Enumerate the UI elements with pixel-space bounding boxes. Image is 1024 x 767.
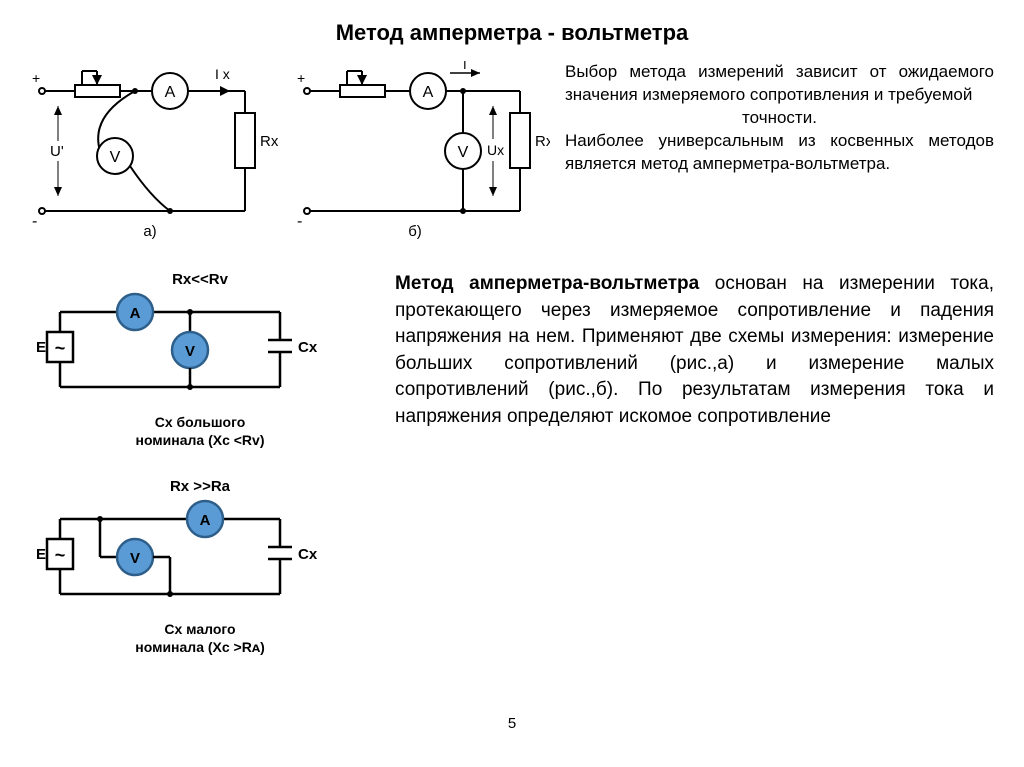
svg-text:а): а) <box>143 223 156 240</box>
schematic-block-2: Rx >>Ra ~ E <box>30 478 370 655</box>
intro-center: точности. <box>565 107 994 130</box>
page-title: Метод амперметра - вольтметра <box>30 20 994 46</box>
svg-text:V: V <box>130 550 140 567</box>
svg-text:Ux: Ux <box>487 142 504 158</box>
block1-caption1: Cx большого <box>30 414 370 430</box>
svg-text:V: V <box>458 144 469 161</box>
svg-text:A: A <box>423 84 434 101</box>
main-text-lead: Метод амперметра-вольтметра <box>395 273 699 294</box>
svg-text:V: V <box>185 343 195 360</box>
main-text-body: основан на измерении тока, протекающего … <box>395 273 994 427</box>
svg-text:U': U' <box>50 143 64 160</box>
svg-text:A: A <box>130 305 141 322</box>
svg-text:-: - <box>32 213 37 230</box>
svg-text:Cx: Cx <box>298 546 318 563</box>
intro-line2: Наиболее универсальным из косвенных мето… <box>565 130 994 176</box>
svg-text:Rx: Rx <box>535 133 550 150</box>
top-schematics: + - A <box>30 61 550 246</box>
top-section: + - A <box>30 61 994 246</box>
block1-title: Rx<<Rv <box>30 271 370 288</box>
schematic-block-1: Rx<<Rv ~ E <box>30 271 370 448</box>
block2-title: Rx >>Ra <box>30 478 370 495</box>
svg-text:б): б) <box>408 223 422 240</box>
schematic-a: + - A <box>30 61 285 246</box>
circuit-rx-greater-ra: ~ E V A <box>30 499 330 614</box>
block2-caption2: номинала (Xc >Rᴀ) <box>30 639 370 655</box>
svg-text:~: ~ <box>55 338 66 358</box>
schematic-b: + - A I <box>295 61 550 246</box>
svg-text:E: E <box>36 546 46 563</box>
svg-text:~: ~ <box>55 545 66 565</box>
svg-text:E: E <box>36 339 46 356</box>
mid-section: Rx<<Rv ~ E <box>30 271 994 685</box>
left-schematics: Rx<<Rv ~ E <box>30 271 370 685</box>
svg-text:I: I <box>463 61 467 72</box>
intro-text: Выбор метода измерений зависит от ожидае… <box>565 61 994 246</box>
block1-caption2: номинала (Xc <Rv) <box>30 432 370 448</box>
circuit-rx-less-rv: ~ E A V Cx <box>30 292 330 407</box>
main-text: Метод амперметра-вольтметра основан на и… <box>395 271 994 685</box>
svg-text:Cx: Cx <box>298 339 318 356</box>
svg-text:A: A <box>165 84 176 101</box>
page-number: 5 <box>30 715 994 732</box>
svg-text:+: + <box>32 70 40 86</box>
svg-text:V: V <box>110 149 121 166</box>
svg-text:Rx: Rx <box>260 133 279 150</box>
svg-text:A: A <box>200 512 211 529</box>
svg-text:I x: I x <box>215 66 230 82</box>
svg-text:+: + <box>297 70 305 86</box>
intro-line1: Выбор метода измерений зависит от ожидае… <box>565 61 994 107</box>
block2-caption1: Cx малого <box>30 621 370 637</box>
svg-text:-: - <box>297 213 302 230</box>
